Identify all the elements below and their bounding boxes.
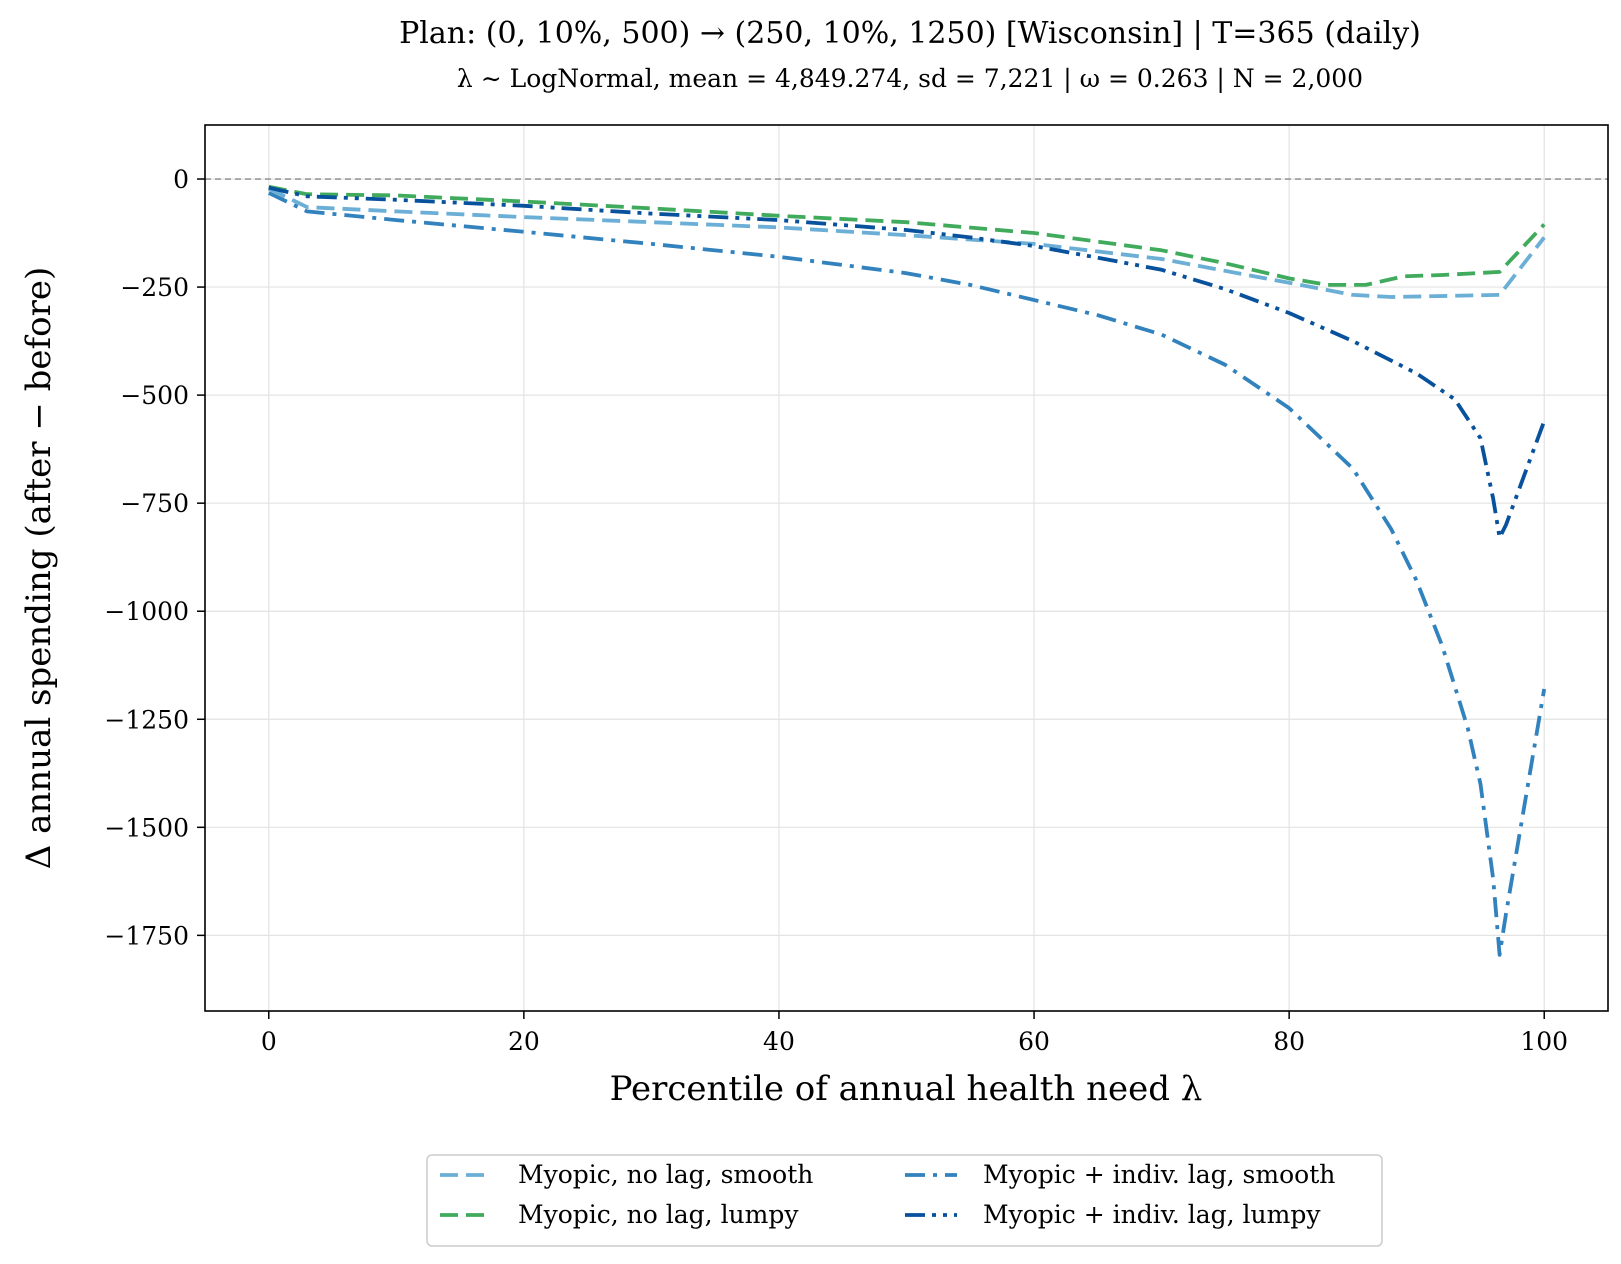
y-tick-label: −750 [120,489,189,518]
series-line-1 [267,186,1546,299]
y-tick-label: 0 [173,165,189,194]
legend: Myopic, no lag, smooth Myopic, no lag, lu… [426,1154,1383,1247]
tick-layer: 0 20 40 60 80 100 0 −250 −500 −750 −1000 −1250 −1500… [104,165,1568,1056]
legend-frame [426,1154,1383,1247]
x-tick-label: 80 [1273,1027,1305,1056]
grid-layer [205,125,1608,1011]
legend-label: Myopic, no lag, smooth [518,1160,813,1189]
legend-label: Myopic + indiv. lag, lumpy [983,1200,1321,1229]
y-tick-label: −500 [120,381,189,410]
plot-area-frame [204,124,1609,1012]
series-layer [267,184,1547,957]
y-tick-label: −1250 [104,705,189,734]
x-tick-label: 60 [1018,1027,1050,1056]
y-tick-label: −250 [120,273,189,302]
legend-label: Myopic + indiv. lag, smooth [983,1160,1335,1189]
y-tick-label: −1750 [104,921,189,950]
x-tick-label: 100 [1520,1027,1568,1056]
series-line-2 [268,184,1546,287]
series-line-4 [268,185,1546,540]
x-tick-label: 40 [763,1027,795,1056]
series-line-3 [267,191,1547,957]
chart-title: Plan: (0, 10%, 500) → (250, 10%, 1250) [… [399,16,1421,51]
x-tick-label: 20 [508,1027,540,1056]
legend-label: Myopic, no lag, lumpy [518,1200,799,1229]
y-axis-label: Δ annual spending (after − before) [19,267,59,869]
x-axis-label: Percentile of annual health need λ [610,1069,1203,1109]
y-tick-label: −1000 [104,597,189,626]
y-tick-label: −1500 [104,813,189,842]
chart-subtitle: λ ∼ LogNormal, mean = 4,849.274, sd = 7,… [457,64,1363,94]
x-tick-label: 0 [261,1027,277,1056]
legend-entries: Myopic, no lag, smooth Myopic, no lag, lu… [440,1160,1335,1229]
